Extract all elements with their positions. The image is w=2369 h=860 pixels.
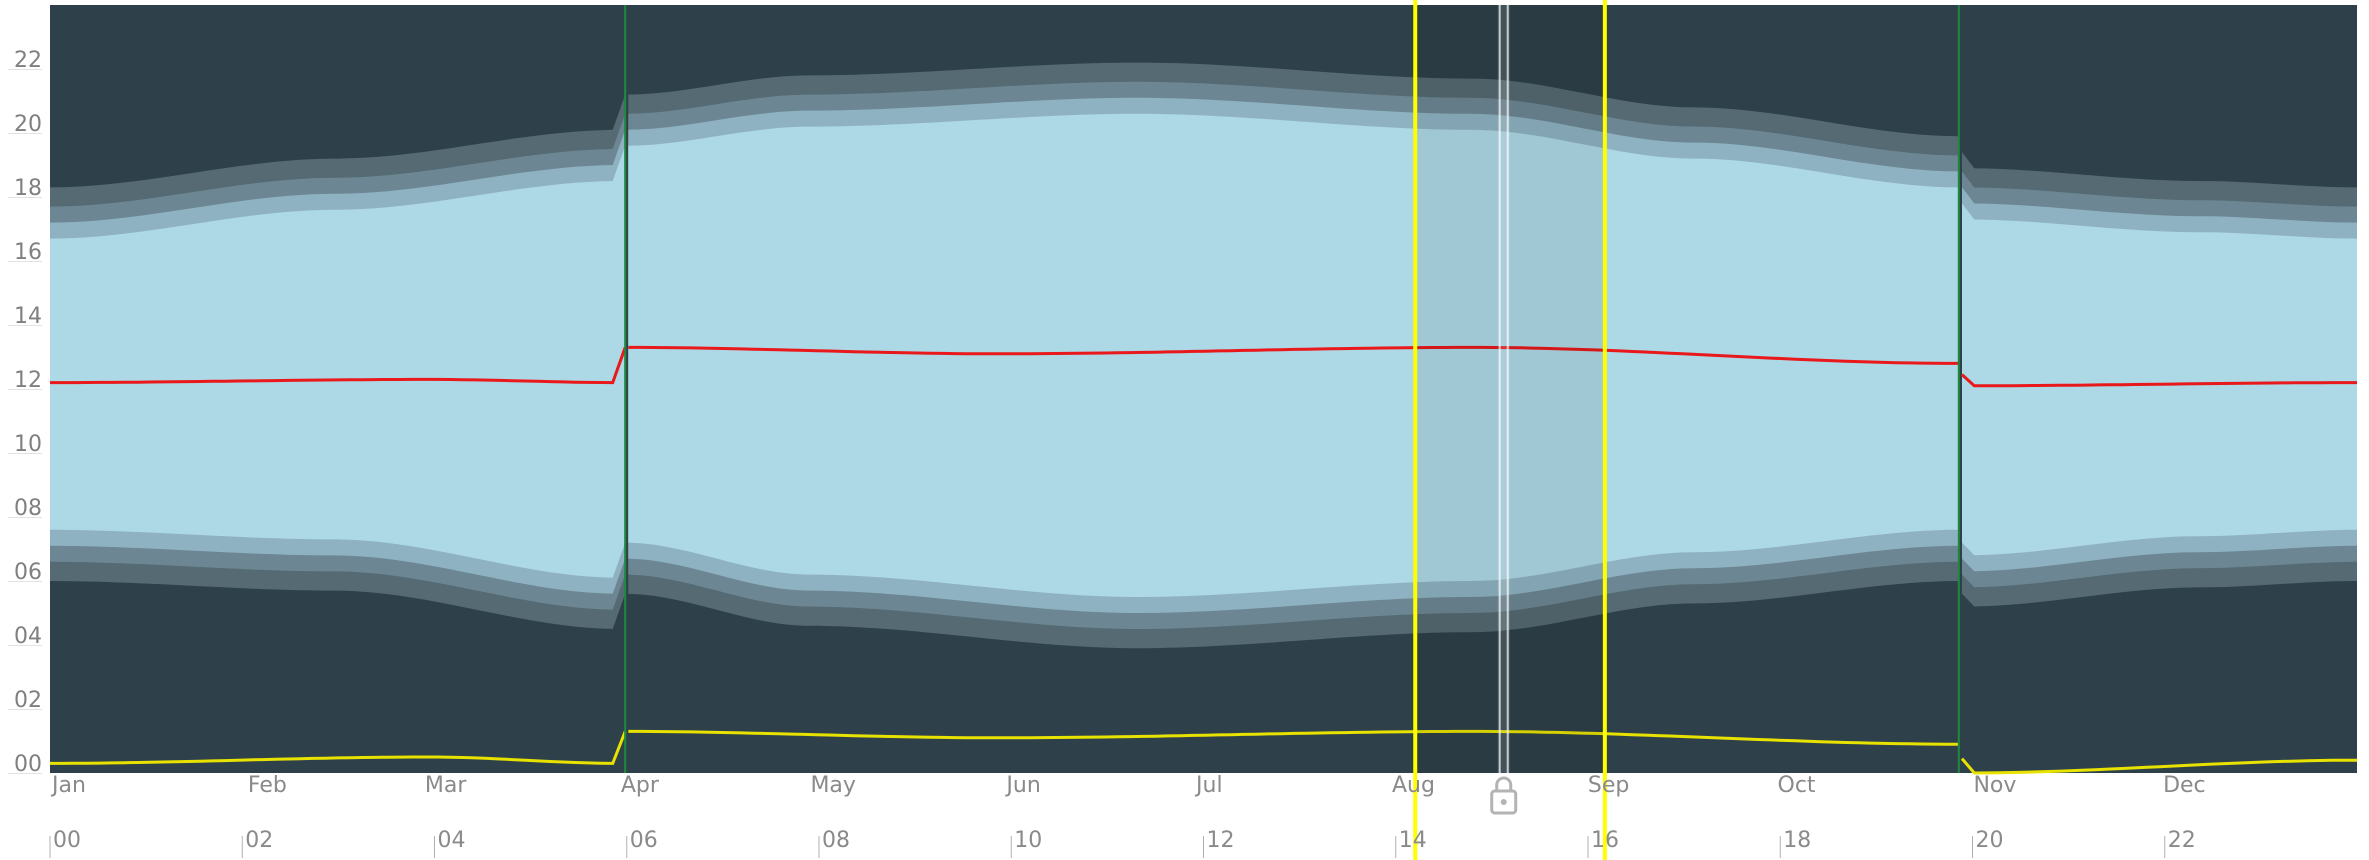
daylight-band-segment-1 [50, 145, 626, 578]
hour-label-02: 02 [245, 828, 273, 853]
solar-noon-line-segment-3 [1960, 373, 2357, 388]
hour-label-20: 20 [1976, 828, 2004, 853]
month-label-jul: Jul [1194, 773, 1223, 798]
y-tick-label-00: 00 [14, 752, 42, 777]
month-label-apr: Apr [621, 773, 660, 798]
month-label-feb: Feb [248, 773, 287, 798]
bottom-yellow-line-segment-3 [1960, 757, 2357, 775]
y-tick-label-12: 12 [14, 368, 42, 393]
bottom-yellow-line-segment-2 [628, 729, 1959, 746]
y-tick-label-06: 06 [14, 560, 42, 585]
y-tick-label-14: 14 [14, 304, 42, 329]
daylight-band-segment-2 [628, 113, 1959, 598]
month-label-oct: Oct [1778, 773, 1816, 798]
axis-layer: 00 02 04 06 08 10 12 14 16 18 20 22 Jan Feb Mar Apr May J… [8, 48, 2206, 858]
y-tick-label-18: 18 [14, 176, 42, 201]
y-tick-label-08: 08 [14, 496, 42, 521]
month-label-mar: Mar [425, 773, 467, 798]
hour-label-10: 10 [1014, 828, 1042, 853]
daylight-band-segment-3 [1962, 203, 2357, 556]
month-label-may: May [810, 773, 855, 798]
month-label-jan: Jan [50, 773, 86, 798]
month-label-aug: Aug [1392, 773, 1435, 798]
lock-icon-keyhole [1500, 799, 1507, 805]
lock-icon[interactable] [1490, 776, 1518, 815]
y-tick-label-02: 02 [14, 688, 42, 713]
month-label-dec: Dec [2163, 773, 2206, 798]
hour-label-00: 00 [53, 828, 81, 853]
hour-label-14: 14 [1399, 828, 1427, 853]
hour-label-22: 22 [2168, 828, 2196, 853]
hour-label-08: 08 [822, 828, 850, 853]
plot-area [50, 5, 2357, 775]
hour-label-18: 18 [1783, 828, 1811, 853]
hour-label-12: 12 [1207, 828, 1235, 853]
hour-label-16: 16 [1591, 828, 1619, 853]
y-tick-label-22: 22 [14, 48, 42, 73]
month-label-jun: Jun [1004, 773, 1040, 798]
y-tick-label-16: 16 [14, 240, 42, 265]
overlay-layer [624, 0, 1960, 860]
lock-icon-shackle [1495, 776, 1513, 792]
y-tick-label-04: 04 [14, 624, 42, 649]
y-tick-label-10: 10 [14, 432, 42, 457]
solar-noon-line-segment-2 [628, 345, 1959, 365]
bottom-yellow-line-segment-1 [50, 730, 627, 765]
solar-noon-line-segment-1 [50, 346, 627, 385]
month-label-sep: Sep [1588, 773, 1629, 798]
hour-label-06: 06 [630, 828, 658, 853]
month-label-nov: Nov [1973, 773, 2016, 798]
hour-label-04: 04 [438, 828, 466, 853]
y-tick-label-20: 20 [14, 112, 42, 137]
selected-range-shade [1415, 5, 1605, 773]
